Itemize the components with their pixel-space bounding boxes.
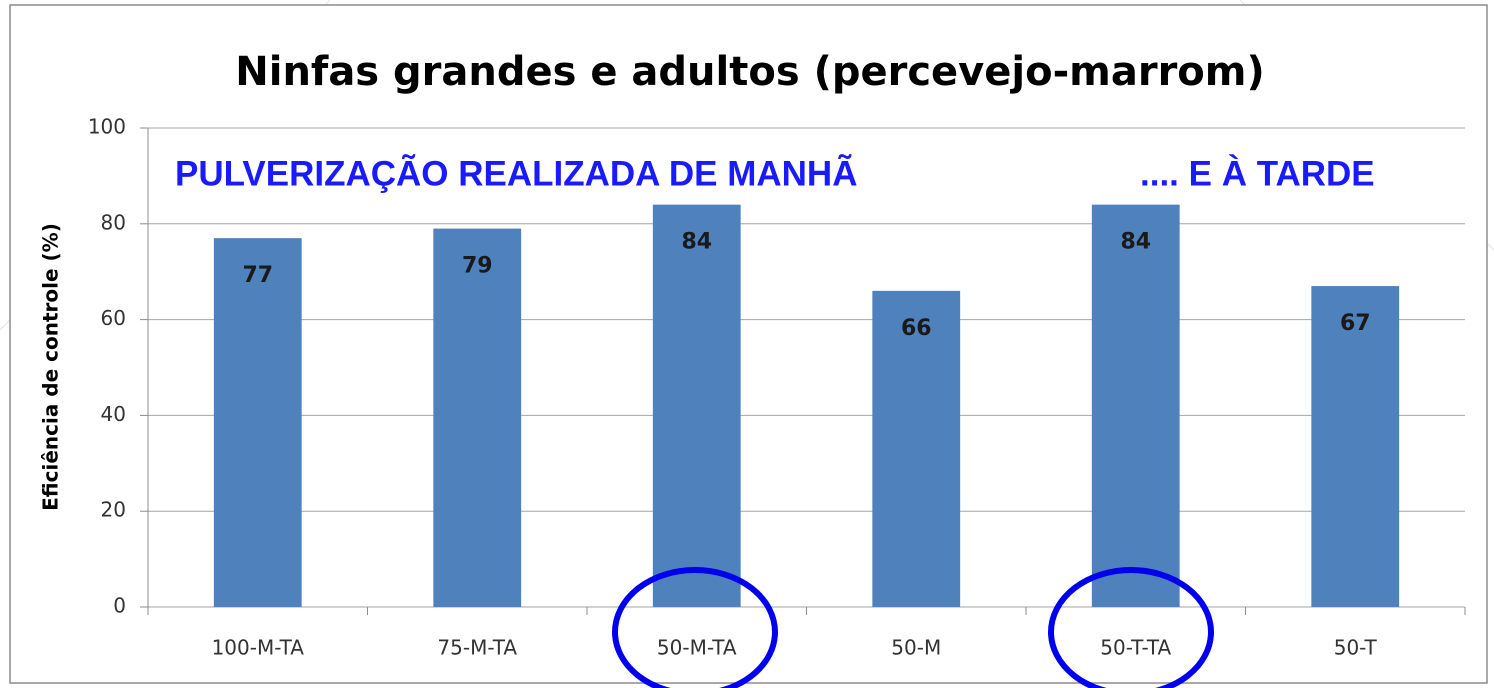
data-label: 66 <box>901 316 932 341</box>
data-label: 67 <box>1340 311 1371 336</box>
y-tick-label: 40 <box>101 402 126 426</box>
data-label: 84 <box>681 230 712 255</box>
bar <box>652 204 741 607</box>
y-tick-label: 60 <box>101 306 126 330</box>
annotation: .... E À TARDE <box>1140 153 1375 193</box>
y-tick-label: 0 <box>113 594 126 618</box>
data-label: 79 <box>462 254 493 279</box>
bar <box>433 228 522 607</box>
plot-area: 0 20 40 60 80 100 100-M-TA 77 75-M-TA 79 50-M-TA 84… <box>88 115 1466 660</box>
bar <box>213 238 302 608</box>
bar <box>1311 286 1400 607</box>
x-tick-label: 50-T-TA <box>1100 636 1171 660</box>
data-label: 84 <box>1120 230 1151 255</box>
x-tick-label: 75-M-TA <box>437 636 517 660</box>
x-tick-label: 50-M <box>891 636 941 660</box>
highlight-circle <box>1048 567 1214 688</box>
x-tick-label: 100-M-TA <box>212 636 305 660</box>
x-tick-label: 50-M-TA <box>657 636 737 660</box>
highlight-circle <box>612 567 778 688</box>
bar <box>872 290 961 607</box>
y-tick-label: 100 <box>88 115 126 139</box>
y-tick-label: 20 <box>101 498 126 522</box>
x-tick-label: 50-T <box>1334 636 1378 660</box>
y-tick-label: 80 <box>101 210 126 234</box>
data-label: 77 <box>242 263 273 288</box>
bar <box>1091 204 1180 607</box>
annotation: PULVERIZAÇÃO REALIZADA DE MANHÃ <box>175 154 857 193</box>
y-axis-label: Eficiência de controle (%) <box>39 223 63 511</box>
chart-title: Ninfas grandes e adultos (percevejo-marr… <box>235 49 1265 95</box>
